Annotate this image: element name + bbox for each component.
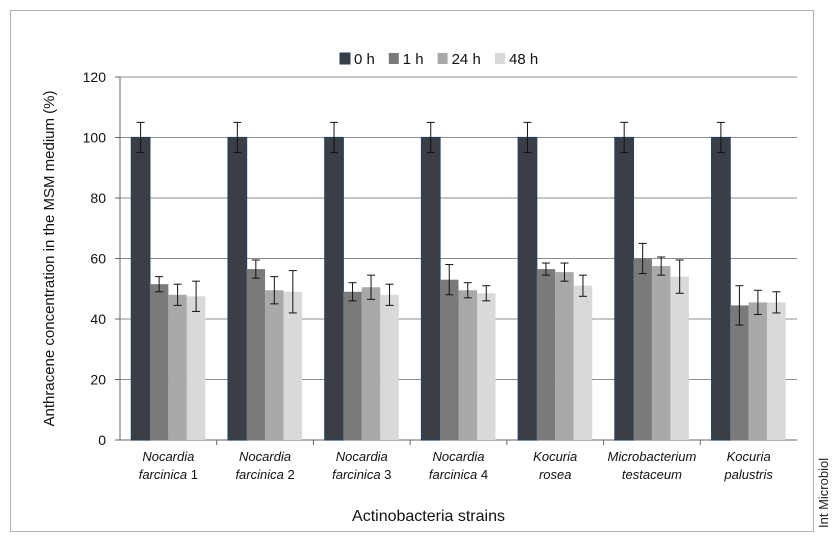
bar (380, 294, 399, 440)
y-tick-label: 20 (90, 372, 106, 388)
x-tick-label: Microbacterium (607, 449, 696, 464)
legend-label: 24 h (452, 51, 481, 68)
bar (633, 258, 652, 440)
x-tick-label: palustris (723, 467, 773, 482)
bar (130, 136, 151, 441)
bar (168, 294, 187, 440)
x-tick-label: Kocuria (533, 449, 577, 464)
bar (477, 293, 496, 440)
bar (324, 136, 344, 441)
y-tick-label: 0 (98, 432, 106, 448)
bar (517, 136, 538, 441)
bar (283, 291, 303, 440)
x-tick-label: farcinica 4 (429, 467, 488, 482)
x-tick-label: testaceum (622, 467, 682, 482)
legend-label: 1 h (403, 51, 424, 68)
bar (458, 290, 477, 440)
bar (536, 269, 556, 440)
legend-label: 0 h (354, 51, 375, 68)
bar (614, 136, 635, 441)
x-tick-label: Kocuria (727, 449, 771, 464)
bar (265, 290, 284, 440)
bar (670, 276, 689, 440)
bar (246, 269, 266, 440)
chart-frame (10, 10, 814, 532)
y-tick-label: 40 (90, 311, 106, 327)
bar (573, 285, 593, 440)
x-tick-label: Nocardia (239, 449, 291, 464)
x-tick-label: farcinica 1 (139, 467, 198, 482)
bar (186, 296, 206, 440)
legend-swatch (437, 53, 448, 64)
y-axis-title: Anthracene concentration in the MSM medi… (41, 91, 58, 427)
bar (767, 302, 786, 440)
y-tick-label: 120 (83, 69, 107, 85)
legend-swatch (495, 53, 505, 64)
bar (711, 136, 731, 441)
y-tick-label: 100 (83, 130, 107, 146)
x-tick-label: farcinica 2 (235, 467, 294, 482)
bar (440, 279, 459, 440)
bar (149, 284, 169, 440)
x-axis-title: Actinobacteria strains (352, 508, 505, 525)
bar (227, 136, 248, 441)
legend-swatch (339, 52, 351, 65)
x-tick-label: farcinica 3 (332, 467, 391, 482)
bar (748, 302, 768, 440)
y-tick-label: 60 (90, 251, 106, 267)
x-tick-label: Nocardia (432, 449, 484, 464)
legend-swatch (388, 53, 399, 64)
bar (651, 266, 671, 440)
x-tick-label: Nocardia (336, 449, 388, 464)
y-tick-label: 80 (90, 190, 106, 206)
x-tick-label: rosea (539, 467, 572, 482)
bar (420, 136, 441, 441)
bar (730, 305, 749, 440)
bar (343, 291, 362, 440)
legend-label: 48 h (509, 51, 538, 68)
bar (361, 287, 381, 440)
journal-credit: Int Microbiol (816, 457, 831, 528)
bar (555, 272, 574, 440)
x-tick-label: Nocardia (142, 449, 194, 464)
